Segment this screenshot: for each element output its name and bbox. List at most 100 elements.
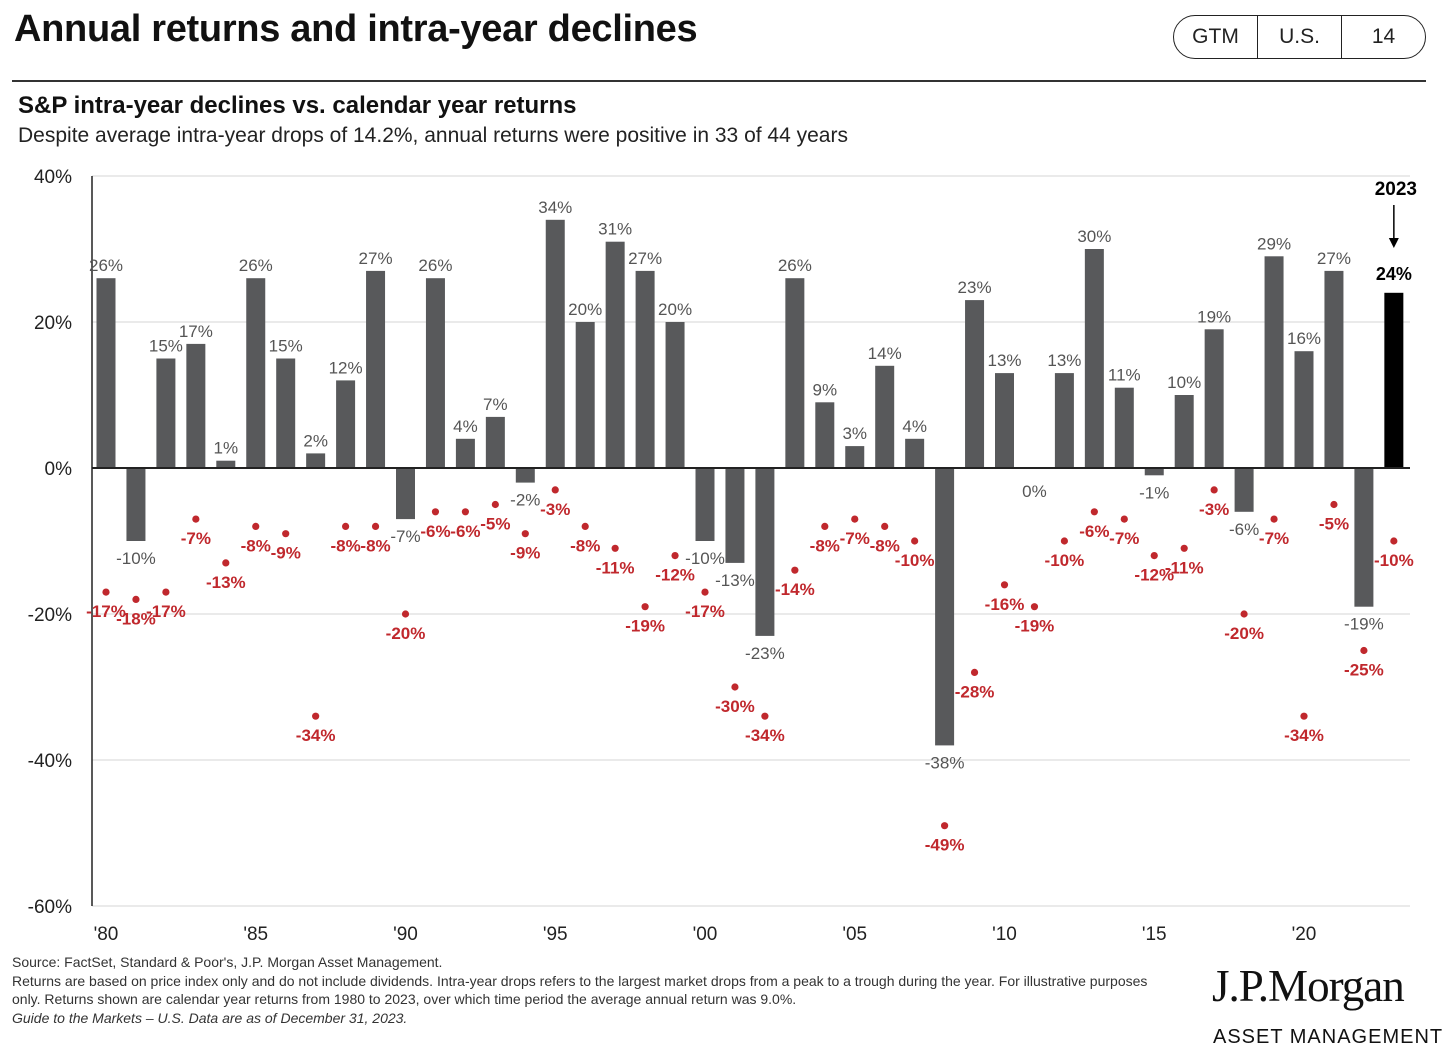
annual-return-label: 12% <box>329 358 363 377</box>
intra-year-decline-dot <box>611 544 619 552</box>
x-tick-label: '85 <box>243 924 268 945</box>
intra-year-decline-dot <box>881 522 889 531</box>
intra-year-decline-label: -14% <box>775 580 815 599</box>
annual-return-label: -7% <box>390 527 420 546</box>
intra-year-decline-dot <box>132 595 140 604</box>
chart-title: S&P intra-year declines vs. calendar yea… <box>18 92 577 119</box>
annual-return-bar <box>336 380 356 468</box>
annual-return-label: 3% <box>842 424 867 443</box>
intra-year-decline-dot <box>911 537 919 545</box>
intra-year-decline-label: -18% <box>116 609 156 628</box>
logo-subtitle: ASSET MANAGEMENT <box>1213 1026 1444 1048</box>
tab-page-number[interactable]: 14 <box>1341 16 1425 58</box>
intra-year-decline-label: -19% <box>1015 617 1055 636</box>
intra-year-decline-dot <box>1390 537 1398 545</box>
y-tick-label: -60% <box>28 897 72 918</box>
intra-year-decline-dot <box>701 588 709 596</box>
x-tick-label: '05 <box>842 924 867 945</box>
annual-return-bar <box>425 278 445 468</box>
annual-return-bar <box>96 278 116 468</box>
annual-return-bar <box>605 241 625 468</box>
annual-return-label: -19% <box>1344 615 1384 634</box>
annual-return-bar <box>485 416 505 468</box>
arrow-down-icon <box>1388 238 1399 248</box>
y-tick-label: 20% <box>34 313 72 334</box>
intra-year-decline-dot <box>521 530 529 538</box>
y-tick-label: -40% <box>28 751 72 772</box>
annual-return-label: 1% <box>214 439 239 458</box>
intra-year-decline-dot <box>162 588 170 596</box>
intra-year-decline-label: -7% <box>1259 529 1289 548</box>
annual-return-bar <box>995 373 1014 468</box>
annual-return-bar <box>905 438 925 468</box>
intra-year-decline-dot <box>222 559 230 567</box>
annual-return-label: 20% <box>658 300 692 319</box>
intra-year-decline-dot <box>1360 646 1368 655</box>
intra-year-decline-dot <box>761 712 769 720</box>
annual-return-label: 24% <box>1376 264 1412 284</box>
annual-return-bar <box>156 358 176 468</box>
annual-return-bar <box>126 468 146 541</box>
intra-year-decline-dot <box>491 500 499 509</box>
guide-note: Guide to the Markets – U.S. Data are as … <box>12 1009 408 1026</box>
intra-year-decline-label: -7% <box>181 529 211 548</box>
annual-return-bar <box>635 270 655 468</box>
x-tick-label: '90 <box>393 924 418 945</box>
intra-year-decline-label: -8% <box>330 536 360 555</box>
intra-year-decline-label: -7% <box>840 529 870 548</box>
annual-return-bar <box>935 468 955 746</box>
annual-return-bar <box>276 358 296 468</box>
intra-year-decline-label: -8% <box>810 536 840 555</box>
intra-year-decline-dot <box>461 508 469 516</box>
intra-year-decline-dot <box>581 522 589 531</box>
annual-return-label: 10% <box>1167 373 1201 392</box>
intra-year-decline-label: -6% <box>450 522 480 541</box>
x-tick-label: '95 <box>543 924 568 945</box>
annual-return-label: 17% <box>179 322 213 341</box>
annual-return-bar <box>815 402 835 468</box>
intra-year-decline-dot <box>791 566 799 574</box>
intra-year-decline-label: -12% <box>655 566 695 585</box>
annual-return-bar <box>1084 249 1104 468</box>
annual-return-label: 23% <box>958 278 992 297</box>
annual-return-label: 31% <box>598 220 632 239</box>
intra-year-decline-label: -6% <box>1079 522 1109 541</box>
x-tick-label: '10 <box>992 924 1017 945</box>
tab-gtm[interactable]: GTM <box>1192 25 1239 48</box>
intra-year-decline-label: -19% <box>625 617 665 636</box>
annual-return-bar <box>1354 468 1374 607</box>
x-tick-label: '20 <box>1292 924 1317 945</box>
annual-return-label: 26% <box>239 256 273 275</box>
annual-return-label: 16% <box>1287 329 1321 348</box>
intra-year-decline-label: -20% <box>386 624 426 643</box>
tab-us[interactable]: U.S. <box>1257 16 1341 58</box>
intra-year-decline-label: -13% <box>206 573 246 592</box>
annual-return-bar <box>1054 373 1074 468</box>
intra-year-decline-dot <box>371 522 380 531</box>
chart-subtitle: Despite average intra-year drops of 14.2… <box>18 124 848 147</box>
intra-year-decline-dot <box>821 522 829 531</box>
intra-year-decline-dot <box>401 610 410 618</box>
annual-return-label: 20% <box>568 300 602 319</box>
intra-year-decline-dot <box>342 522 350 531</box>
annual-return-bar <box>366 270 386 468</box>
intra-year-decline-label: -3% <box>540 500 570 519</box>
annual-return-label: -10% <box>685 549 725 568</box>
intra-year-decline-dot <box>1120 515 1128 523</box>
annual-return-label: -13% <box>715 571 755 590</box>
intra-year-decline-dot <box>1150 552 1158 560</box>
annual-return-bar <box>695 468 715 541</box>
annual-return-label: 4% <box>902 417 927 436</box>
intra-year-decline-dot <box>941 822 949 830</box>
annual-return-label: 34% <box>538 198 572 217</box>
annual-return-label: 15% <box>149 337 183 356</box>
annual-return-label: -10% <box>116 549 156 568</box>
header-divider <box>12 80 1426 82</box>
page-title: Annual returns and intra-year declines <box>14 8 698 50</box>
annual-return-bar <box>216 460 236 468</box>
jpmorgan-logo: J.P.Morgan <box>1212 961 1405 1011</box>
annual-return-bar <box>965 300 985 468</box>
intra-year-decline-dot <box>192 515 200 523</box>
intra-year-decline-label: -7% <box>1109 529 1139 548</box>
intra-year-decline-label: -5% <box>1319 515 1349 534</box>
